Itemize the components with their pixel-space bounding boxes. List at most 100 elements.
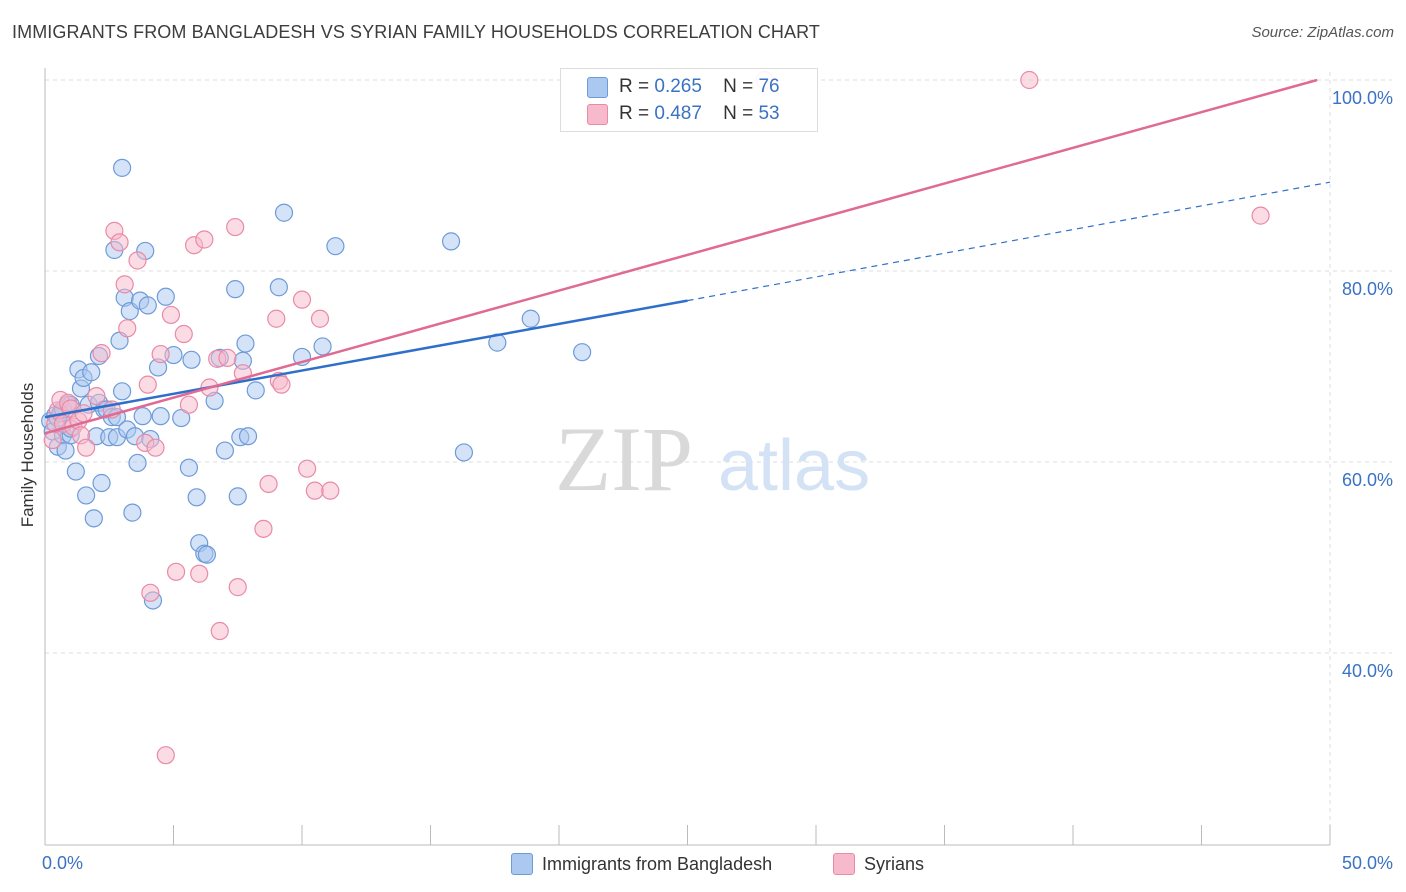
- trend-line-syrians: [44, 78, 1318, 435]
- point-bangladesh: [187, 488, 206, 507]
- point-syrians: [87, 387, 106, 406]
- point-bangladesh: [215, 441, 234, 460]
- point-syrians: [321, 481, 340, 500]
- point-bangladesh: [112, 158, 132, 177]
- point-syrians: [74, 404, 93, 423]
- point-bangladesh: [454, 443, 474, 462]
- point-syrians: [151, 344, 170, 364]
- point-bangladesh: [179, 458, 199, 477]
- legend-swatch-pink: [833, 853, 855, 875]
- series-bangladesh-points: [41, 158, 592, 610]
- point-bangladesh: [441, 232, 461, 251]
- point-bangladesh: [236, 334, 255, 353]
- point-syrians: [267, 309, 286, 328]
- r-label: R =: [619, 103, 650, 124]
- point-syrians: [1251, 206, 1270, 225]
- point-syrians: [210, 621, 229, 641]
- point-syrians: [228, 578, 247, 597]
- point-syrians: [305, 481, 324, 500]
- point-syrians: [92, 344, 111, 363]
- point-bangladesh: [573, 343, 592, 362]
- n-value: 76: [758, 76, 780, 97]
- point-syrians: [138, 375, 157, 394]
- point-syrians: [292, 290, 312, 309]
- point-bangladesh: [521, 309, 540, 328]
- y-tick-label: 80.0%: [1342, 279, 1393, 299]
- y-tick-label: 60.0%: [1342, 470, 1393, 490]
- watermark-zip: ZIP: [555, 408, 693, 510]
- point-syrians: [218, 348, 237, 368]
- point-bangladesh: [138, 296, 157, 315]
- point-syrians: [298, 459, 317, 478]
- trend-line-bangladesh-extension: [687, 181, 1331, 302]
- point-syrians: [128, 251, 147, 270]
- legend-swatch-pink: [587, 104, 608, 125]
- point-syrians: [272, 375, 291, 394]
- source-credit: Source: ZipAtlas.com: [1251, 24, 1394, 41]
- point-syrians: [190, 564, 209, 583]
- point-syrians: [161, 305, 181, 325]
- point-bangladesh: [82, 363, 101, 382]
- point-bangladesh: [274, 203, 294, 222]
- point-syrians: [174, 324, 193, 344]
- point-syrians: [118, 319, 137, 338]
- r-value: 0.487: [654, 103, 702, 124]
- point-syrians: [226, 217, 245, 237]
- point-bangladesh: [151, 407, 170, 426]
- point-bangladesh: [226, 280, 245, 299]
- legend-swatch-blue: [511, 853, 533, 875]
- point-bangladesh: [246, 381, 265, 400]
- point-bangladesh: [84, 509, 103, 528]
- point-syrians: [259, 474, 278, 494]
- series-legend: Immigrants from Bangladesh Syrians: [0, 852, 1406, 878]
- n-value: 53: [758, 103, 780, 124]
- point-bangladesh: [197, 545, 217, 564]
- point-bangladesh: [77, 486, 96, 505]
- point-bangladesh: [313, 337, 332, 356]
- point-syrians: [195, 230, 214, 249]
- point-bangladesh: [92, 473, 111, 493]
- y-axis-label: Family Households: [18, 382, 37, 528]
- point-bangladesh: [228, 487, 247, 506]
- point-bangladesh: [66, 462, 85, 481]
- r-label: R =: [619, 76, 650, 97]
- legend-swatch-blue: [587, 77, 608, 98]
- point-syrians: [156, 746, 175, 765]
- legend-label-bangladesh: Immigrants from Bangladesh: [542, 854, 773, 874]
- point-bangladesh: [172, 408, 191, 428]
- y-tick-label: 40.0%: [1342, 661, 1393, 681]
- point-syrians: [166, 562, 186, 581]
- point-syrians: [310, 309, 330, 328]
- point-syrians: [141, 583, 160, 602]
- x-tick-label-min: 0.0%: [42, 853, 83, 873]
- point-bangladesh: [128, 453, 147, 473]
- point-syrians: [146, 438, 165, 457]
- point-bangladesh: [269, 278, 288, 297]
- point-bangladesh: [182, 350, 201, 369]
- point-syrians: [179, 395, 199, 414]
- grid-lines: [45, 72, 1392, 845]
- point-bangladesh: [133, 407, 152, 426]
- n-label: N =: [723, 103, 754, 124]
- point-bangladesh: [238, 427, 258, 446]
- point-bangladesh: [156, 287, 175, 306]
- trend-lines: [44, 78, 1331, 435]
- point-bangladesh: [326, 237, 345, 256]
- point-syrians: [115, 275, 134, 294]
- point-syrians: [1020, 70, 1039, 90]
- legend-label-syrians: Syrians: [864, 854, 925, 874]
- correlation-legend: R = 0.265 N = 76 R = 0.487 N = 53: [560, 68, 818, 132]
- legend-text-bangladesh: R = 0.265 N = 76: [619, 75, 780, 99]
- trend-line-bangladesh: [44, 299, 688, 419]
- x-tick-label-max: 50.0%: [1342, 853, 1393, 873]
- point-syrians: [77, 438, 96, 457]
- chart-title: IMMIGRANTS FROM BANGLADESH VS SYRIAN FAM…: [12, 22, 820, 42]
- n-label: N =: [723, 76, 754, 97]
- point-bangladesh: [112, 382, 132, 401]
- point-bangladesh: [123, 503, 142, 522]
- point-syrians: [254, 519, 273, 538]
- watermark-atlas: atlas: [718, 426, 870, 506]
- legend-text-syrians: R = 0.487 N = 53: [619, 102, 780, 126]
- point-syrians: [110, 233, 129, 252]
